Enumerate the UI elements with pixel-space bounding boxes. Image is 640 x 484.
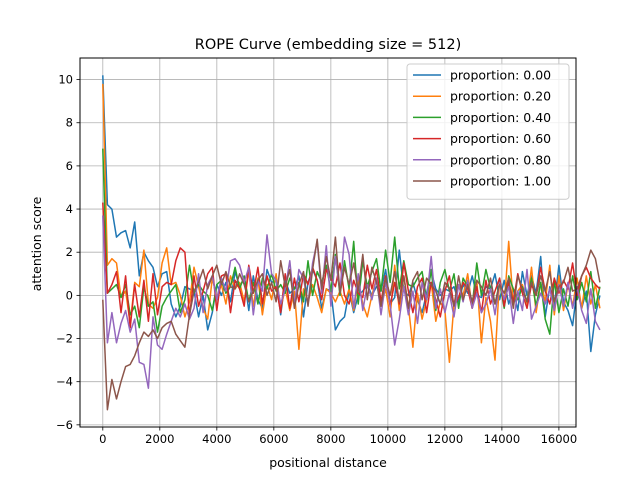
y-tick-label: 6 bbox=[66, 159, 73, 173]
y-axis-label: attention score bbox=[29, 196, 44, 291]
y-tick-label: 2 bbox=[66, 245, 73, 259]
chart-title: ROPE Curve (embedding size = 512) bbox=[195, 37, 461, 53]
legend-label-5: proportion: 1.00 bbox=[450, 174, 551, 189]
y-tick-label: 8 bbox=[66, 116, 73, 130]
legend-label-4: proportion: 0.80 bbox=[450, 152, 551, 167]
plot-frame bbox=[79, 57, 577, 428]
axis-ticks: 0 2000 4000 6000 8000 10000 12000 14000 16000 −6 −… bbox=[56, 73, 577, 446]
x-tick-label: 12000 bbox=[427, 432, 464, 446]
x-tick-label: 6000 bbox=[259, 432, 288, 446]
legend-label-1: proportion: 0.20 bbox=[450, 89, 551, 104]
legend-label-3: proportion: 0.60 bbox=[450, 131, 551, 146]
series-line-4 bbox=[102, 215, 601, 389]
x-tick-label: 0 bbox=[99, 432, 106, 446]
x-tick-label: 16000 bbox=[541, 432, 578, 446]
x-tick-label: 4000 bbox=[202, 432, 231, 446]
legend-label-0: proportion: 0.00 bbox=[450, 68, 551, 83]
y-tick-label: −2 bbox=[56, 332, 73, 346]
y-tick-label: −6 bbox=[56, 418, 73, 432]
x-tick-label: 8000 bbox=[316, 432, 345, 446]
legend-box bbox=[406, 63, 570, 200]
x-axis-label: positional distance bbox=[269, 455, 387, 470]
y-tick-label: 0 bbox=[66, 288, 73, 302]
series-lines bbox=[102, 75, 601, 411]
x-tick-label: 14000 bbox=[484, 432, 521, 446]
legend-label-2: proportion: 0.40 bbox=[450, 110, 551, 125]
y-tick-label: 4 bbox=[66, 202, 73, 216]
legend: proportion: 0.00 proportion: 0.20 proporti… bbox=[406, 63, 570, 200]
x-tick-label: 10000 bbox=[370, 432, 407, 446]
y-tick-label: 10 bbox=[58, 73, 73, 87]
x-tick-label: 2000 bbox=[145, 432, 174, 446]
y-tick-label: −4 bbox=[56, 375, 73, 389]
series-line-5 bbox=[102, 236, 601, 411]
